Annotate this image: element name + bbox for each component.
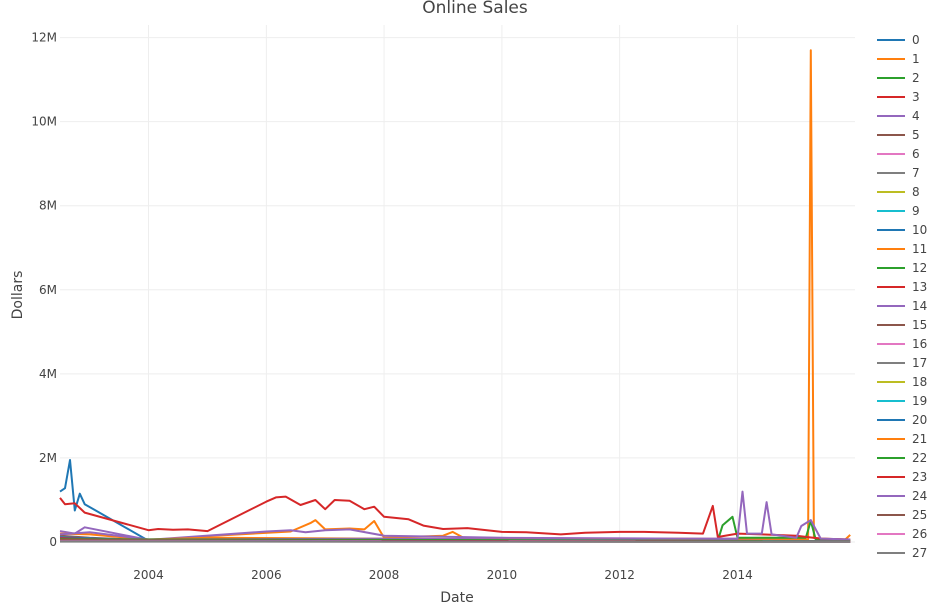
legend-label: 12 [912,261,927,275]
legend-item-22[interactable]: 22 [877,451,927,465]
legend-item-3[interactable]: 3 [877,90,920,104]
series-line-3[interactable] [59,495,851,541]
y-tick-label: 8M [39,199,57,213]
x-tick-label: 2004 [133,568,164,582]
legend-label: 15 [912,318,927,332]
legend-label: 22 [912,451,927,465]
series-group [59,49,851,543]
legend-label: 0 [912,33,920,47]
legend-label: 14 [912,299,927,313]
legend-item-8[interactable]: 8 [877,185,920,199]
y-tick-label: 10M [31,115,57,129]
y-axis-title: Dollars [10,271,26,320]
chart-title: Online Sales [422,0,528,18]
legend-label: 26 [912,527,927,541]
legend-item-24[interactable]: 24 [877,489,927,503]
grid [60,25,855,543]
y-axis-ticks: 0 2M 4M 6M 8M 10M 12M [31,31,57,549]
legend-item-0[interactable]: 0 [877,33,920,47]
series-line-4[interactable] [59,490,851,541]
legend-label: 18 [912,375,927,389]
legend-label: 5 [912,128,920,142]
legend-label: 16 [912,337,927,351]
legend-item-16[interactable]: 16 [877,337,927,351]
legend-label: 20 [912,413,927,427]
legend: 0123456789101112131415161718192021222324… [877,33,927,560]
legend-label: 9 [912,204,920,218]
legend-item-23[interactable]: 23 [877,470,927,484]
legend-label: 17 [912,356,927,370]
legend-label: 10 [912,223,927,237]
x-tick-label: 2014 [722,568,753,582]
legend-label: 13 [912,280,927,294]
legend-item-4[interactable]: 4 [877,109,920,123]
legend-label: 4 [912,109,920,123]
legend-label: 21 [912,432,927,446]
legend-item-20[interactable]: 20 [877,413,927,427]
legend-label: 19 [912,394,927,408]
legend-label: 11 [912,242,927,256]
y-tick-label: 4M [39,367,57,381]
y-tick-label: 12M [31,31,57,45]
legend-label: 8 [912,185,920,199]
legend-item-14[interactable]: 14 [877,299,927,313]
y-tick-label: 0 [49,535,57,549]
legend-label: 24 [912,489,927,503]
legend-label: 1 [912,52,920,66]
legend-label: 3 [912,90,920,104]
legend-item-7[interactable]: 7 [877,166,920,180]
legend-item-2[interactable]: 2 [877,71,920,85]
legend-item-15[interactable]: 15 [877,318,927,332]
legend-item-26[interactable]: 26 [877,527,927,541]
legend-label: 6 [912,147,920,161]
legend-item-6[interactable]: 6 [877,147,920,161]
legend-label: 7 [912,166,920,180]
legend-item-9[interactable]: 9 [877,204,920,218]
legend-item-18[interactable]: 18 [877,375,927,389]
legend-item-12[interactable]: 12 [877,261,927,275]
y-tick-label: 6M [39,283,57,297]
legend-item-10[interactable]: 10 [877,223,927,237]
legend-label: 25 [912,508,927,522]
x-tick-label: 2010 [487,568,518,582]
x-tick-label: 2012 [604,568,635,582]
legend-item-27[interactable]: 27 [877,546,927,560]
legend-item-13[interactable]: 13 [877,280,927,294]
legend-item-19[interactable]: 19 [877,394,927,408]
legend-item-21[interactable]: 21 [877,432,927,446]
legend-item-17[interactable]: 17 [877,356,927,370]
x-axis-ticks: 2004 2006 2008 2010 2012 2014 [133,568,753,582]
y-tick-label: 2M [39,451,57,465]
x-tick-label: 2006 [251,568,282,582]
legend-label: 23 [912,470,927,484]
legend-item-1[interactable]: 1 [877,52,920,66]
legend-item-5[interactable]: 5 [877,128,920,142]
legend-label: 2 [912,71,920,85]
x-axis-title: Date [440,590,473,605]
legend-label: 27 [912,546,927,560]
legend-item-25[interactable]: 25 [877,508,927,522]
x-tick-label: 2008 [369,568,400,582]
series-line-1[interactable] [59,49,851,542]
legend-item-11[interactable]: 11 [877,242,927,256]
